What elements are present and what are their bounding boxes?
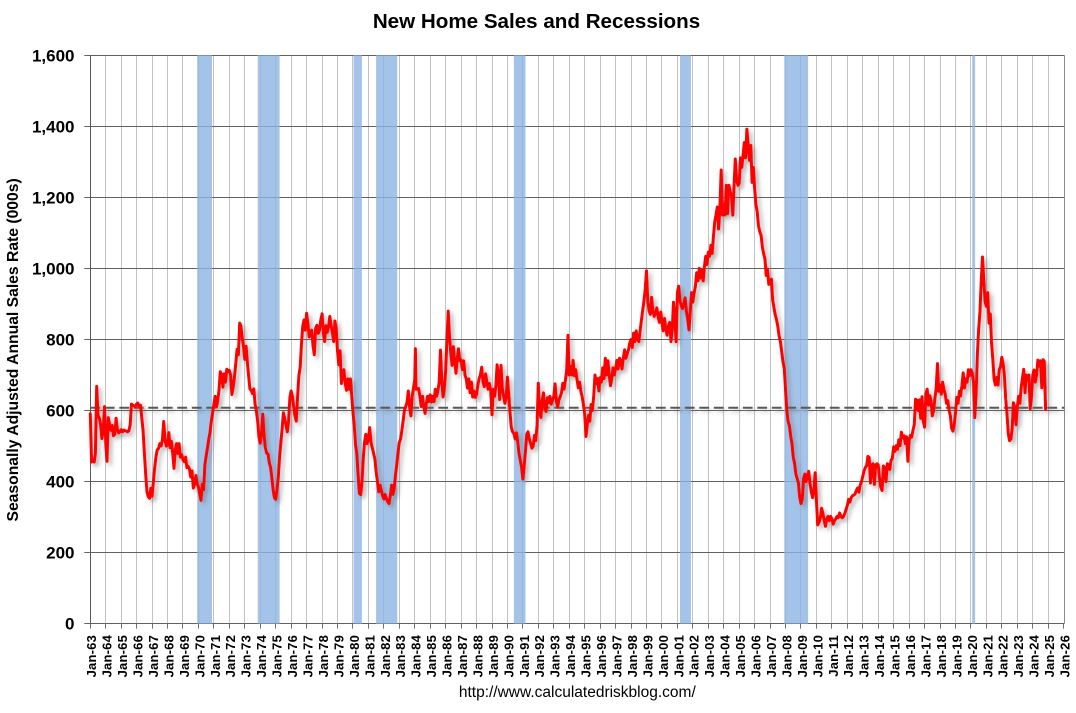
svg-text:200: 200 bbox=[46, 544, 74, 563]
svg-text:Jan-69: Jan-69 bbox=[177, 635, 192, 677]
svg-text:Jan-20: Jan-20 bbox=[965, 635, 980, 677]
svg-text:Jan-03: Jan-03 bbox=[702, 635, 717, 677]
svg-text:Jan-94: Jan-94 bbox=[563, 634, 578, 677]
svg-text:Jan-09: Jan-09 bbox=[795, 635, 810, 677]
svg-text:600: 600 bbox=[46, 402, 74, 421]
svg-text:Jan-64: Jan-64 bbox=[100, 634, 115, 677]
svg-text:Jan-79: Jan-79 bbox=[331, 635, 346, 677]
svg-text:Jan-10: Jan-10 bbox=[810, 635, 825, 677]
svg-text:Jan-67: Jan-67 bbox=[146, 635, 161, 677]
svg-text:Jan-04: Jan-04 bbox=[718, 634, 733, 677]
svg-text:Jan-00: Jan-00 bbox=[656, 635, 671, 677]
svg-text:1,200: 1,200 bbox=[32, 188, 75, 207]
svg-text:Jan-01: Jan-01 bbox=[671, 635, 686, 677]
svg-text:Jan-16: Jan-16 bbox=[903, 635, 918, 677]
svg-text:Jan-91: Jan-91 bbox=[517, 635, 532, 677]
svg-text:Jan-25: Jan-25 bbox=[1042, 635, 1057, 677]
svg-text:Jan-08: Jan-08 bbox=[779, 635, 794, 677]
svg-text:http://www.calculatedriskblog.: http://www.calculatedriskblog.com/ bbox=[459, 684, 697, 701]
svg-text:Jan-96: Jan-96 bbox=[594, 635, 609, 677]
svg-text:Jan-14: Jan-14 bbox=[872, 634, 887, 677]
svg-text:Jan-81: Jan-81 bbox=[362, 635, 377, 677]
svg-text:Jan-68: Jan-68 bbox=[162, 635, 177, 677]
svg-text:Jan-65: Jan-65 bbox=[115, 635, 130, 677]
svg-text:Jan-83: Jan-83 bbox=[393, 635, 408, 677]
svg-text:Jan-82: Jan-82 bbox=[378, 635, 393, 677]
svg-text:Jan-84: Jan-84 bbox=[409, 634, 424, 677]
svg-text:400: 400 bbox=[46, 473, 74, 492]
svg-text:Jan-66: Jan-66 bbox=[131, 635, 146, 677]
svg-text:Jan-97: Jan-97 bbox=[610, 635, 625, 677]
svg-text:Jan-70: Jan-70 bbox=[192, 635, 207, 677]
svg-text:Jan-05: Jan-05 bbox=[733, 635, 748, 677]
svg-text:Jan-07: Jan-07 bbox=[764, 635, 779, 677]
svg-text:Jan-12: Jan-12 bbox=[841, 635, 856, 677]
svg-text:1,000: 1,000 bbox=[32, 259, 75, 278]
svg-text:Jan-85: Jan-85 bbox=[424, 635, 439, 677]
svg-text:Jan-74: Jan-74 bbox=[254, 634, 269, 677]
svg-text:0: 0 bbox=[65, 615, 74, 634]
svg-text:Jan-15: Jan-15 bbox=[888, 635, 903, 677]
svg-text:Seasonally Adjusted Annual Sal: Seasonally Adjusted Annual Sales Rate (0… bbox=[5, 178, 22, 521]
svg-text:Jan-77: Jan-77 bbox=[301, 635, 316, 677]
svg-text:Jan-26: Jan-26 bbox=[1058, 635, 1073, 677]
svg-text:Jan-23: Jan-23 bbox=[1011, 635, 1026, 677]
svg-text:Jan-86: Jan-86 bbox=[440, 635, 455, 677]
svg-text:Jan-71: Jan-71 bbox=[208, 635, 223, 677]
svg-text:New Home Sales and Recessions: New Home Sales and Recessions bbox=[373, 10, 700, 33]
svg-text:Jan-02: Jan-02 bbox=[687, 635, 702, 677]
svg-text:Jan-24: Jan-24 bbox=[1027, 634, 1042, 677]
svg-text:Jan-99: Jan-99 bbox=[640, 635, 655, 677]
svg-text:Jan-13: Jan-13 bbox=[857, 635, 872, 677]
svg-text:1,600: 1,600 bbox=[32, 46, 75, 65]
svg-text:Jan-06: Jan-06 bbox=[749, 635, 764, 677]
svg-text:Jan-21: Jan-21 bbox=[980, 635, 995, 677]
svg-text:Jan-19: Jan-19 bbox=[949, 635, 964, 677]
svg-text:Jan-90: Jan-90 bbox=[501, 635, 516, 677]
svg-text:Jan-22: Jan-22 bbox=[996, 635, 1011, 677]
svg-text:Jan-17: Jan-17 bbox=[919, 635, 934, 677]
svg-text:Jan-18: Jan-18 bbox=[934, 635, 949, 677]
svg-text:Jan-95: Jan-95 bbox=[579, 635, 594, 677]
svg-text:Jan-72: Jan-72 bbox=[223, 635, 238, 677]
svg-text:Jan-89: Jan-89 bbox=[486, 635, 501, 677]
svg-text:Jan-92: Jan-92 bbox=[532, 635, 547, 677]
svg-text:Jan-75: Jan-75 bbox=[270, 635, 285, 677]
svg-text:800: 800 bbox=[46, 330, 74, 349]
svg-text:1,400: 1,400 bbox=[32, 117, 75, 136]
svg-text:Jan-63: Jan-63 bbox=[84, 635, 99, 677]
svg-text:Jan-80: Jan-80 bbox=[347, 635, 362, 677]
svg-text:Jan-11: Jan-11 bbox=[826, 635, 841, 677]
svg-text:Jan-76: Jan-76 bbox=[285, 635, 300, 677]
svg-text:Jan-88: Jan-88 bbox=[470, 635, 485, 677]
svg-text:Jan-73: Jan-73 bbox=[239, 635, 254, 677]
svg-text:Jan-93: Jan-93 bbox=[548, 635, 563, 677]
svg-text:Jan-87: Jan-87 bbox=[455, 635, 470, 677]
svg-text:Jan-78: Jan-78 bbox=[316, 635, 331, 677]
svg-text:Jan-98: Jan-98 bbox=[625, 635, 640, 677]
